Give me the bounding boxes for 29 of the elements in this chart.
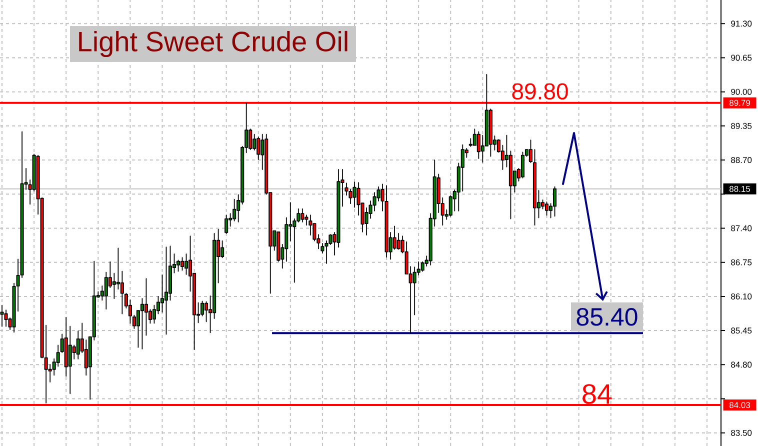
- y-tick-label: 90.00: [731, 88, 752, 95]
- y-tick-label: 91.30: [731, 20, 752, 27]
- y-tick-label: 84.80: [731, 362, 752, 368]
- annotation: 85.40: [576, 308, 638, 326]
- candlestick: [0, 304, 4, 327]
- ref-line-label: 89.79: [730, 100, 750, 106]
- candlestick: [180, 257, 184, 271]
- y-tick-label: 89.35: [731, 122, 752, 129]
- y-tick-label: 88.70: [731, 157, 752, 164]
- candlestick: [224, 214, 228, 234]
- candlestick: [528, 140, 533, 164]
- ref-line-label: 88.15: [730, 186, 750, 192]
- y-tick-label: 87.40: [731, 225, 752, 232]
- annotation: 89.80: [512, 83, 568, 100]
- candlestick: [300, 208, 304, 222]
- candlestick: [476, 131, 480, 159]
- y-tick-label: 86.75: [731, 259, 752, 266]
- ref-line-label: 84.03: [730, 402, 750, 408]
- y-tick-label: 85.45: [731, 328, 752, 334]
- annotation: 84: [582, 384, 612, 404]
- candlestick: [520, 152, 524, 178]
- candlestick: [384, 185, 388, 258]
- candlestick: [552, 186, 557, 217]
- candlestick: [532, 149, 537, 226]
- y-tick-label: 86.10: [731, 293, 752, 300]
- text: Light Sweet Crude Oil: [79, 30, 348, 58]
- y-tick-label: 83.50: [731, 430, 752, 436]
- candlestick: [544, 202, 549, 216]
- y-tick-label: 90.65: [731, 54, 752, 61]
